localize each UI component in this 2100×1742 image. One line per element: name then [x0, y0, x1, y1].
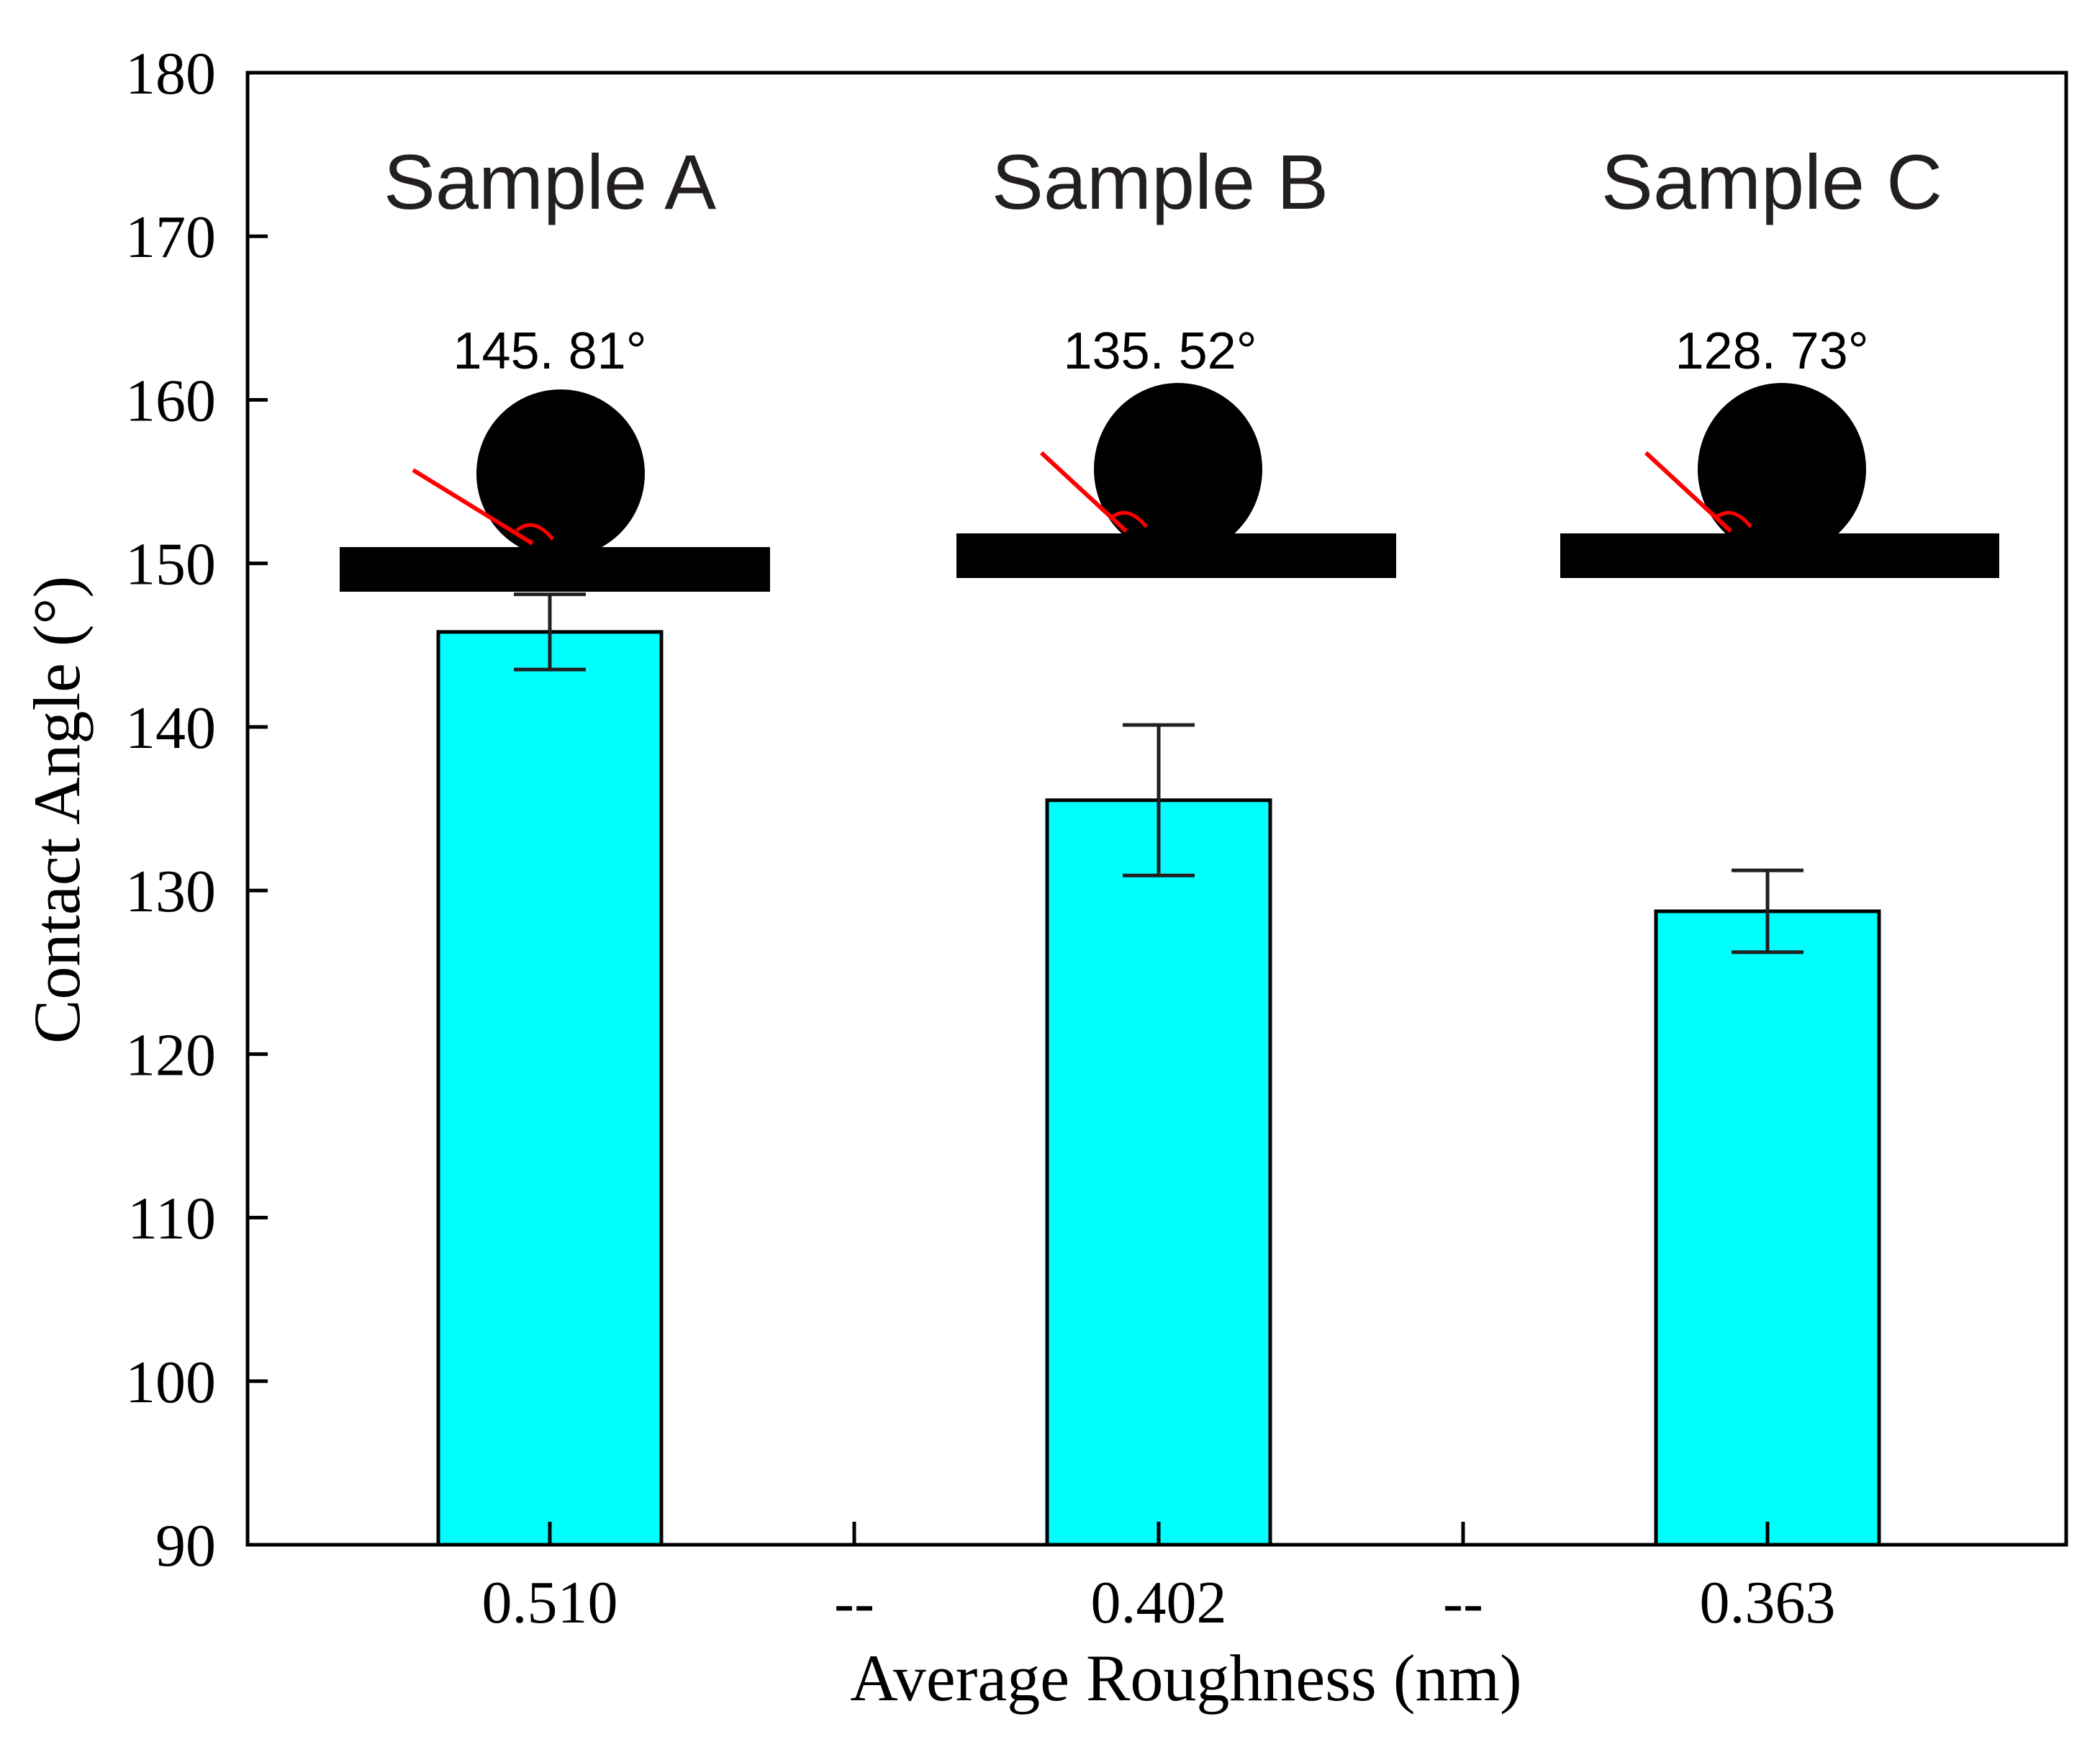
y-tick-label: 170: [125, 204, 216, 271]
y-tick-label: 100: [125, 1349, 216, 1416]
sample-label: Sample A: [384, 138, 716, 225]
angle-arc: [1714, 510, 1752, 528]
y-tick-label: 180: [125, 40, 216, 107]
bars-layer: [436, 630, 1881, 1547]
y-tick-label: 110: [127, 1186, 216, 1253]
x-tick-label: --: [1443, 1569, 1483, 1636]
x-tick-label: 0.402: [1091, 1569, 1227, 1636]
bar: [1045, 798, 1272, 1547]
droplet: [1094, 383, 1262, 556]
angle-arc: [1109, 510, 1148, 528]
x-axis-label: Average Roughness (nm): [850, 1641, 1521, 1715]
y-tick-label: 160: [125, 367, 216, 434]
bar: [436, 630, 664, 1547]
y-tick-label: 130: [125, 858, 216, 925]
droplet: [476, 389, 645, 558]
x-tick-label: 0.363: [1700, 1569, 1836, 1636]
contact-angle-label: 135. 52°: [1063, 322, 1257, 380]
error-bars-layer: [514, 592, 1803, 955]
sample-label: Sample B: [992, 138, 1329, 225]
x-tick-label: --: [834, 1569, 874, 1636]
bar: [1654, 909, 1881, 1547]
y-axis: 90 100 110 120 130 140 150 160 170 180: [125, 40, 268, 1579]
y-tick-label: 140: [125, 695, 216, 762]
y-tick-label: 150: [125, 531, 216, 598]
droplet-insets: Sample A 145. 81° Sample B 135. 52° Sample C…: [340, 138, 1999, 592]
sample-label: Sample C: [1601, 138, 1942, 225]
y-tick-label: 90: [155, 1512, 216, 1579]
x-axis: 0.510 -- 0.402 -- 0.363: [482, 1522, 1836, 1636]
y-tick-label: 120: [125, 1021, 216, 1088]
contact-angle-label: 145. 81°: [453, 322, 646, 380]
y-axis-label: Contact Angle (°): [20, 576, 94, 1044]
contact-angle-label: 128. 73°: [1675, 322, 1868, 380]
x-tick-label: 0.510: [482, 1569, 618, 1636]
tangent-line: [412, 468, 534, 546]
angle-arc: [515, 523, 554, 541]
droplet: [1698, 383, 1866, 556]
